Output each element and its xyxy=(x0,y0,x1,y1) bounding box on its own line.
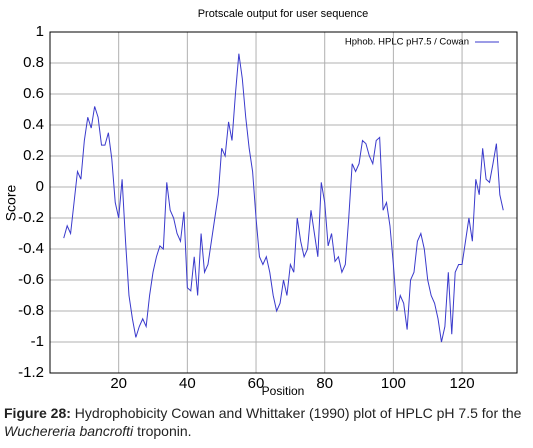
y-tick-label: 1 xyxy=(36,23,44,40)
x-tick-label: 100 xyxy=(381,375,406,392)
y-tick-label: -0.6 xyxy=(18,271,44,288)
y-axis-label: Score xyxy=(3,185,19,222)
caption-text: Hydrophobicity Cowan and Whittaker (1990… xyxy=(74,405,522,421)
y-tick-label: -0.8 xyxy=(18,302,44,319)
caption-tail: troponin. xyxy=(137,423,192,439)
y-tick-label: 0.2 xyxy=(23,147,44,164)
y-tick-label: 0.4 xyxy=(23,116,44,133)
x-tick-label: 40 xyxy=(179,375,196,392)
legend-label: Hphob. HPLC pH7.5 / Cowan xyxy=(345,37,469,48)
chart-title: Protscale output for user sequence xyxy=(198,8,369,20)
x-tick-label: 60 xyxy=(248,375,265,392)
y-tick-label: 0.6 xyxy=(23,85,44,102)
caption-label: Figure 28: xyxy=(4,405,71,421)
x-tick-label: 20 xyxy=(110,375,127,392)
y-tick-label: 0 xyxy=(36,178,44,195)
caption-species: Wuchereria bancrofti xyxy=(4,423,134,439)
y-tick-label: -0.2 xyxy=(18,209,44,226)
y-tick-label: -0.4 xyxy=(18,240,44,257)
x-tick-label: 80 xyxy=(316,375,333,392)
data-line xyxy=(63,53,504,343)
y-tick-label: -1.2 xyxy=(18,364,44,381)
x-tick-label: 120 xyxy=(450,375,475,392)
plot-frame xyxy=(49,31,518,374)
caption: Figure 28: Hydrophobicity Cowan and Whit… xyxy=(4,404,532,440)
y-tick-label: 0.8 xyxy=(23,54,44,71)
chart: Protscale output for user sequence Posit… xyxy=(3,8,518,398)
x-axis-label: Position xyxy=(262,384,305,398)
y-tick-label: -1 xyxy=(31,333,44,350)
